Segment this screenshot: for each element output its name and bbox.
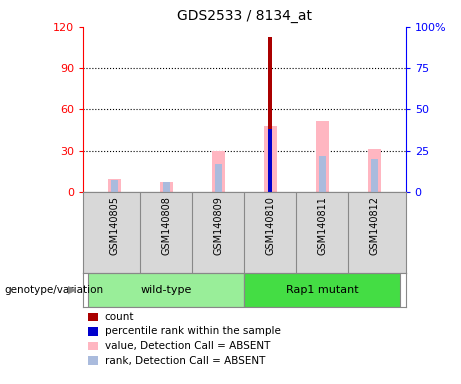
- Text: genotype/variation: genotype/variation: [5, 285, 104, 295]
- Bar: [264, 126, 277, 192]
- Bar: [371, 159, 378, 192]
- Bar: [244, 273, 401, 307]
- Text: GSM140810: GSM140810: [266, 196, 275, 255]
- Bar: [215, 164, 222, 192]
- Text: ▶: ▶: [68, 285, 76, 295]
- Text: GSM140809: GSM140809: [213, 196, 223, 255]
- Bar: [268, 36, 272, 192]
- Text: rank, Detection Call = ABSENT: rank, Detection Call = ABSENT: [105, 356, 265, 366]
- Bar: [268, 129, 272, 192]
- Bar: [108, 179, 121, 192]
- Text: GSM140808: GSM140808: [161, 196, 171, 255]
- Text: wild-type: wild-type: [141, 285, 192, 295]
- Bar: [316, 121, 329, 192]
- Bar: [319, 156, 326, 192]
- Bar: [368, 149, 381, 192]
- Text: value, Detection Call = ABSENT: value, Detection Call = ABSENT: [105, 341, 270, 351]
- Text: GSM140812: GSM140812: [369, 196, 379, 255]
- Text: count: count: [105, 312, 134, 322]
- Text: percentile rank within the sample: percentile rank within the sample: [105, 326, 281, 336]
- Text: Rap1 mutant: Rap1 mutant: [286, 285, 359, 295]
- Bar: [111, 180, 118, 192]
- Bar: [88, 273, 244, 307]
- Title: GDS2533 / 8134_at: GDS2533 / 8134_at: [177, 9, 312, 23]
- Bar: [160, 182, 173, 192]
- Bar: [212, 151, 225, 192]
- Text: GSM140805: GSM140805: [109, 196, 119, 255]
- Bar: [163, 182, 170, 192]
- Text: GSM140811: GSM140811: [318, 196, 327, 255]
